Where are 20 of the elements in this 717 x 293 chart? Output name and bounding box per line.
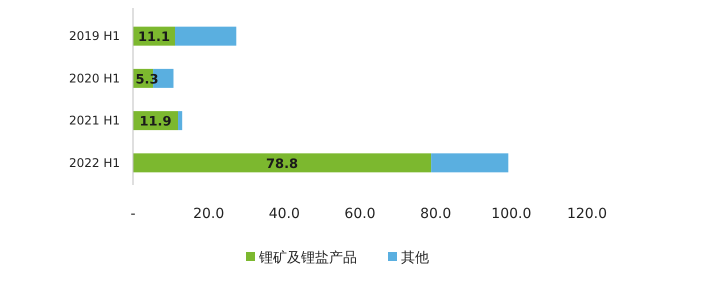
x-tick-label: 80.0 [420,206,452,222]
bar [178,111,182,130]
x-tick-label: 120.0 [566,206,608,222]
legend-label: 锂矿及锂盐产品 [258,250,357,266]
bar [133,153,432,172]
x-tick-label: 40.0 [268,206,300,222]
data-label: 11.9 [139,114,172,130]
data-label: 11.1 [138,30,170,46]
data-label: 78.8 [266,156,298,172]
x-tick-label: - [130,206,136,222]
bar [174,26,236,46]
y-tick-label: 2021 H1 [68,114,120,128]
y-tick-label: 2019 H1 [68,29,120,44]
x-tick-label: 60.0 [344,206,376,222]
y-tick-label: 2022 H1 [68,156,120,170]
y-tick-label: 2020 H1 [68,71,120,86]
x-tick-label: 20.0 [193,206,224,222]
x-tick-label: 100.0 [491,206,532,222]
bar [431,153,508,172]
legend-label: 其他 [401,250,429,266]
